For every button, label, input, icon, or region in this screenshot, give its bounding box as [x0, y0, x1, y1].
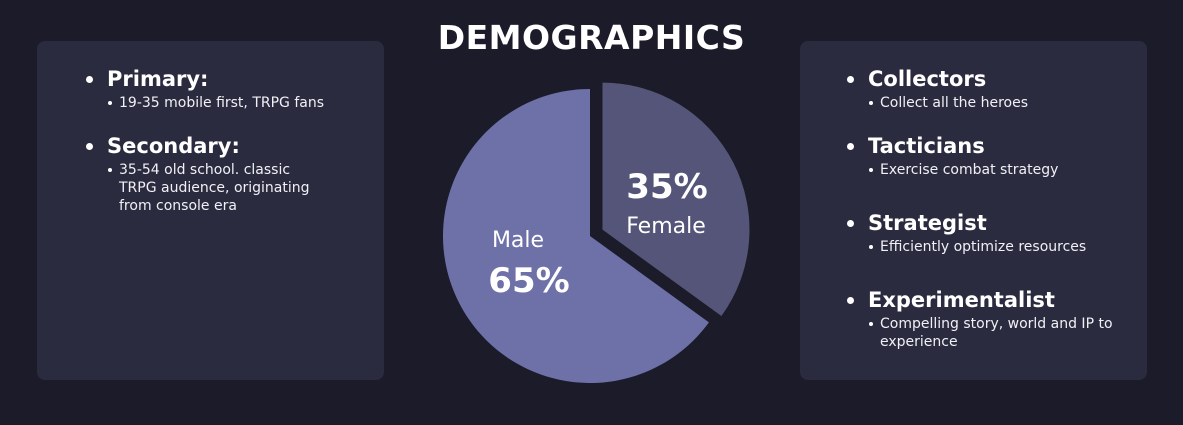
experimentalist-heading: Experimentalist	[844, 287, 1120, 313]
pie-slice-female	[602, 82, 750, 317]
experimentalist-item: Compelling story, world and IP to experi…	[844, 315, 1120, 351]
strategist-item: Efficiently optimize resources	[844, 238, 1120, 256]
page-title: DEMOGRAPHICS	[437, 18, 746, 57]
slice-value-female: 35%	[626, 167, 707, 207]
strategist-group: Strategist Efficiently optimize resource…	[844, 210, 1120, 256]
collectors-heading: Collectors	[844, 66, 1120, 92]
slice-value-male: 65%	[488, 261, 569, 301]
primary-group: Primary: 19-35 mobile first, TRPG fans	[83, 66, 331, 112]
player-types-panel: Collectors Collect all the heroes Tactic…	[800, 41, 1147, 380]
strategist-heading: Strategist	[844, 210, 1120, 236]
pie-slice-male	[442, 88, 709, 384]
audience-panel: Primary: 19-35 mobile first, TRPG fans S…	[37, 41, 384, 380]
secondary-group: Secondary: 35-54 old school. classic TRP…	[83, 133, 331, 215]
secondary-heading: Secondary:	[83, 133, 331, 159]
slice-label-male: Male	[492, 228, 544, 253]
tacticians-group: Tacticians Exercise combat strategy	[844, 133, 1120, 179]
slice-label-female: Female	[626, 214, 706, 239]
experimentalist-group: Experimentalist Compelling story, world …	[844, 287, 1120, 351]
secondary-item: 35-54 old school. classic TRPG audience,…	[83, 161, 331, 215]
collectors-group: Collectors Collect all the heroes	[844, 66, 1120, 112]
primary-heading: Primary:	[83, 66, 331, 92]
tacticians-heading: Tacticians	[844, 133, 1120, 159]
tacticians-item: Exercise combat strategy	[844, 161, 1120, 179]
primary-item: 19-35 mobile first, TRPG fans	[83, 94, 331, 112]
collectors-item: Collect all the heroes	[844, 94, 1120, 112]
